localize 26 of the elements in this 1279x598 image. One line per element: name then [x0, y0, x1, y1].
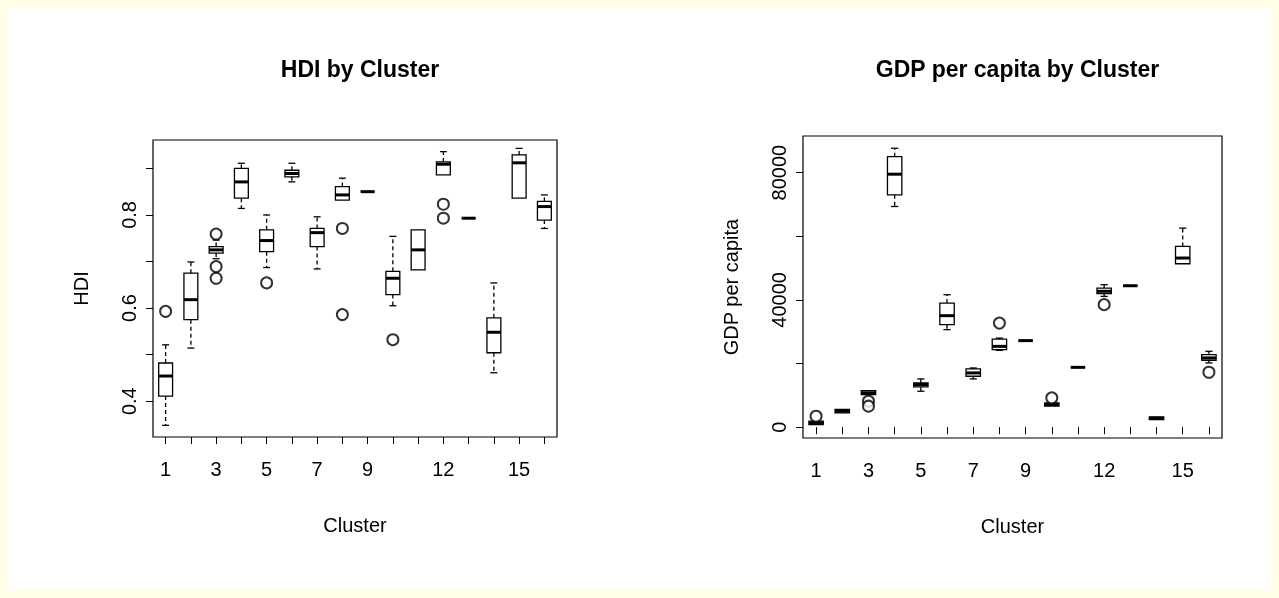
- y-tick-label: 0: [768, 421, 790, 433]
- y-tick-label: 0.6: [118, 294, 140, 322]
- x-tick-label: 5: [261, 458, 273, 480]
- x-tick-label: 7: [967, 459, 979, 481]
- y-axis-title: GDP per capita: [720, 217, 742, 356]
- chart-title: HDI by Cluster: [280, 55, 440, 82]
- x-tick-label: 1: [810, 459, 822, 481]
- x-tick-label: 3: [862, 459, 875, 481]
- x-tick-label: 5: [915, 459, 927, 481]
- x-tick-label: 9: [362, 458, 374, 480]
- x-axis-title: Cluster: [980, 515, 1045, 537]
- x-tick-label: 12: [1093, 459, 1116, 481]
- x-tick-label: 15: [1171, 459, 1194, 481]
- x-tick-label: 7: [311, 458, 323, 480]
- y-axis-title: HDI: [70, 271, 92, 306]
- chart-title: GDP per capita by Cluster: [875, 55, 1160, 82]
- y-tick-label: 0.4: [118, 387, 140, 416]
- x-tick-label: 12: [432, 458, 455, 480]
- x-tick-label: 9: [1020, 459, 1032, 481]
- x-tick-label: 1: [160, 458, 172, 480]
- x-tick-label: 15: [508, 458, 531, 480]
- x-tick-label: 3: [210, 458, 222, 480]
- y-tick-label: 40000: [768, 272, 790, 328]
- y-tick-label: 0.8: [118, 201, 140, 229]
- x-axis-title: Cluster: [323, 514, 388, 536]
- y-tick-label: 80000: [768, 144, 790, 201]
